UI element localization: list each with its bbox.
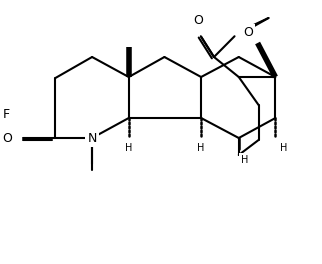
Text: F: F — [3, 109, 10, 121]
Text: O: O — [2, 131, 12, 144]
Text: N: N — [87, 131, 97, 144]
Text: O: O — [244, 26, 254, 39]
Text: N: N — [87, 131, 97, 144]
Text: H: H — [125, 143, 132, 153]
Text: O: O — [193, 14, 203, 27]
Text: H: H — [197, 143, 205, 153]
Text: H: H — [241, 155, 248, 165]
Text: H: H — [280, 143, 288, 153]
